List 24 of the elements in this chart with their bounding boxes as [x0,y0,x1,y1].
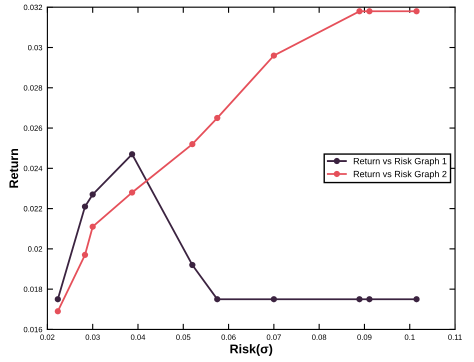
point [54,308,61,314]
point [82,252,88,258]
point [356,296,363,302]
y-axis-title: Return [9,148,18,188]
point [366,8,373,14]
point [366,296,373,302]
legend-label: Return vs Risk Graph 2 [354,170,446,180]
point [128,151,136,158]
point [413,8,420,14]
point [214,114,220,122]
point [270,296,277,302]
point [82,203,88,210]
point [189,141,196,148]
point [54,296,61,302]
point [270,52,277,59]
point [90,191,96,198]
legend-label: Return vs Risk Graph 1 [354,158,446,166]
point [356,8,363,14]
point [413,296,420,302]
point [189,262,196,268]
point [128,189,136,196]
point [90,224,96,230]
x-axis-title: Risk(σ) [230,344,272,356]
point [214,296,220,302]
